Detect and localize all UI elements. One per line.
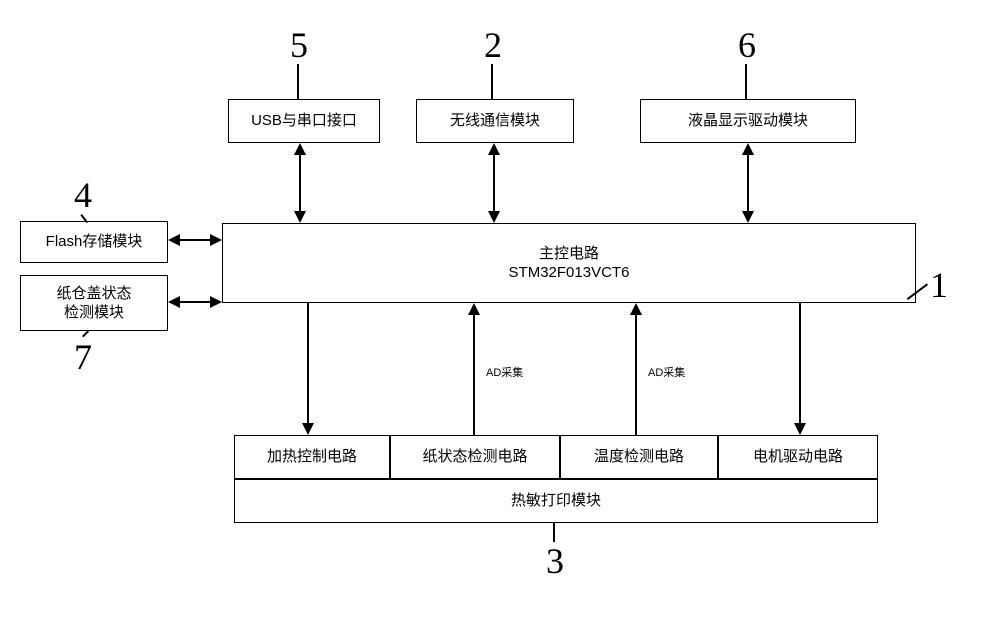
node-label: 加热控制电路 [267,447,357,467]
ref-label-6: 6 [738,24,756,66]
ref-label-1: 1 [930,264,948,306]
node-wireless: 无线通信模块 [416,99,574,143]
node-label: 纸状态检测电路 [422,447,527,467]
node-flash: Flash存储模块 [20,221,168,263]
node-mcu: 主控电路 STM32F013VCT6 [222,223,916,303]
edge-label-ad1: AD采集 [486,364,523,380]
node-usb-serial: USB与串口接口 [228,99,380,143]
node-label: 主控电路 [539,244,599,264]
ref-label-3: 3 [546,540,564,582]
node-thermal-module: 热敏打印模块 [234,479,878,523]
node-label: Flash存储模块 [46,232,143,252]
node-label: 温度检测电路 [594,447,684,467]
diagram-canvas: USB与串口接口 无线通信模块 液晶显示驱动模块 Flash存储模块 纸仓盖状态… [0,0,1000,634]
node-label: USB与串口接口 [251,111,357,131]
node-heat-ctrl: 加热控制电路 [234,435,390,479]
node-label: 液晶显示驱动模块 [688,111,808,131]
ref-label-4: 4 [74,174,92,216]
node-label: 检测模块 [64,303,124,323]
node-motor-drive: 电机驱动电路 [718,435,878,479]
ref-label-7: 7 [74,336,92,378]
node-lcd-driver: 液晶显示驱动模块 [640,99,856,143]
node-label: 热敏打印模块 [511,491,601,511]
edge-label-ad2: AD采集 [648,364,685,380]
node-paper-detect: 纸状态检测电路 [390,435,560,479]
node-label: 无线通信模块 [450,111,540,131]
ref-label-2: 2 [484,24,502,66]
node-label: 纸仓盖状态 [56,284,131,304]
ref-label-5: 5 [290,24,308,66]
node-label: 电机驱动电路 [753,447,843,467]
node-temp-detect: 温度检测电路 [560,435,718,479]
node-label: STM32F013VCT6 [509,263,630,283]
node-cover-detect: 纸仓盖状态 检测模块 [20,275,168,331]
